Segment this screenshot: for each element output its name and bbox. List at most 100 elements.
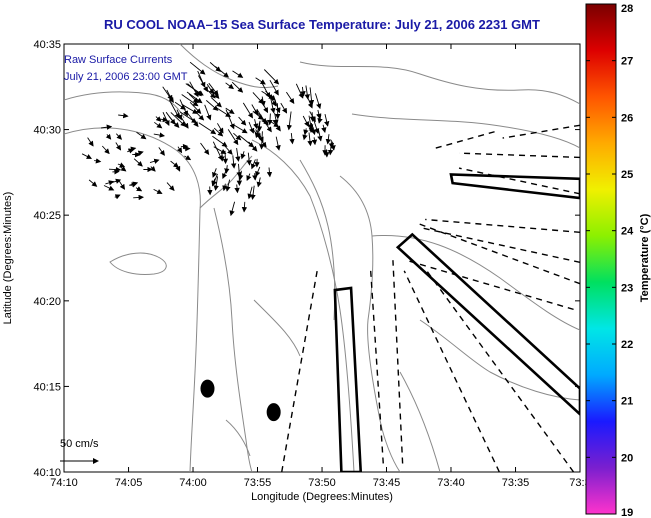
current-vector xyxy=(115,142,122,151)
y-tick-label: 40:25 xyxy=(33,210,61,222)
current-vector xyxy=(261,118,272,133)
current-vector xyxy=(222,150,229,165)
current-vector xyxy=(87,137,94,147)
current-vector xyxy=(154,121,163,129)
colorbar-tick-label: 26 xyxy=(621,112,633,124)
current-vector xyxy=(198,75,209,93)
current-vector xyxy=(180,143,189,150)
current-vector xyxy=(179,99,188,117)
current-vector xyxy=(105,180,115,186)
current-vector xyxy=(101,145,110,155)
x-tick-label: 74:10 xyxy=(50,477,78,489)
current-vector xyxy=(325,134,331,145)
colorbar-tick-label: 25 xyxy=(621,169,633,181)
current-vector xyxy=(328,139,335,149)
current-vector xyxy=(185,83,204,96)
dashed-ray xyxy=(281,270,318,472)
current-vector xyxy=(253,119,259,130)
sandy-hook-spit xyxy=(199,155,253,209)
current-vector xyxy=(286,91,295,104)
current-vector xyxy=(270,97,277,107)
current-vector xyxy=(108,166,122,173)
current-vector xyxy=(166,182,175,191)
current-vector xyxy=(114,194,121,200)
current-vector xyxy=(308,87,315,106)
y-tick-label: 40:20 xyxy=(33,296,61,308)
subtitle-line-1: Raw Surface Currents xyxy=(64,54,173,66)
plot-frame xyxy=(63,43,581,473)
x-tick-label: 73:50 xyxy=(308,477,336,489)
current-vector xyxy=(251,104,259,116)
current-vector xyxy=(267,113,273,126)
buoy-marker xyxy=(200,379,215,398)
current-vector xyxy=(246,152,252,166)
current-vector xyxy=(229,201,236,217)
current-vector xyxy=(103,185,115,191)
current-vector xyxy=(213,127,224,137)
current-vector xyxy=(136,131,147,140)
current-vector xyxy=(250,185,256,200)
current-vector xyxy=(241,201,248,213)
x-tick-label: 73:3 xyxy=(569,477,590,489)
current-vector xyxy=(260,96,266,107)
current-vector xyxy=(162,86,174,103)
current-vector xyxy=(158,116,169,123)
current-vector xyxy=(176,109,183,121)
current-vector xyxy=(111,178,122,184)
current-vector xyxy=(149,158,160,164)
current-vector xyxy=(317,128,323,142)
x-axis-ticks: 74:10 74:05 74:00 73:55 73:50 73:45 73:40 73:35… xyxy=(50,44,591,489)
current-vector xyxy=(232,70,244,78)
current-vector xyxy=(255,166,261,177)
y-axis-label: Latitude (Degrees:Minutes) xyxy=(2,192,14,325)
current-vector xyxy=(198,122,217,135)
plot-area: 74:10 74:05 74:00 73:55 73:50 73:45 73:40 73:35… xyxy=(33,39,590,489)
current-vector xyxy=(266,167,273,178)
current-vector xyxy=(248,121,255,134)
current-vector xyxy=(212,168,218,178)
x-tick-label: 73:55 xyxy=(244,477,272,489)
current-vector xyxy=(247,186,253,200)
current-vector xyxy=(324,113,330,127)
current-vector xyxy=(232,124,248,134)
current-vector xyxy=(316,109,322,120)
current-vector xyxy=(269,96,276,114)
glider-dashed-rays xyxy=(281,124,580,472)
colorbar-ticks: 19 20 21 22 23 24 25 26 27 28 xyxy=(586,3,634,518)
contour-mid xyxy=(351,113,580,149)
current-vector xyxy=(153,188,163,194)
colorbar-tick-label: 20 xyxy=(621,452,633,464)
current-vector xyxy=(130,182,138,188)
colorbar-tick-label: 22 xyxy=(621,339,633,351)
current-vector xyxy=(289,133,295,145)
current-vector xyxy=(263,69,280,85)
contour-south xyxy=(225,419,251,457)
x-tick-label: 74:05 xyxy=(115,477,143,489)
colorbar-rect xyxy=(585,3,617,515)
current-vector xyxy=(158,147,165,156)
current-vector xyxy=(153,132,165,138)
y-tick-label: 40:15 xyxy=(33,381,61,393)
current-vector xyxy=(239,135,255,148)
current-vector xyxy=(275,136,281,151)
buoys xyxy=(200,379,281,422)
current-vector xyxy=(215,66,229,78)
current-vector xyxy=(127,146,137,152)
contour-low xyxy=(253,299,301,357)
current-vector xyxy=(242,102,253,119)
current-vector xyxy=(181,103,199,114)
current-vector xyxy=(234,184,240,194)
colorbar-tick-label: 21 xyxy=(621,396,633,408)
colorbar-label: Temperature (°C) xyxy=(639,213,651,302)
current-vector xyxy=(213,176,219,191)
colorbar-tick-label: 28 xyxy=(621,3,633,15)
current-vector xyxy=(225,107,235,114)
dashed-ray xyxy=(459,152,580,159)
current-vector xyxy=(206,100,219,111)
current-vector xyxy=(314,93,322,110)
current-vector xyxy=(214,106,232,118)
x-tick-label: 74:00 xyxy=(179,477,207,489)
current-vector xyxy=(304,85,310,100)
current-vector xyxy=(184,154,192,161)
